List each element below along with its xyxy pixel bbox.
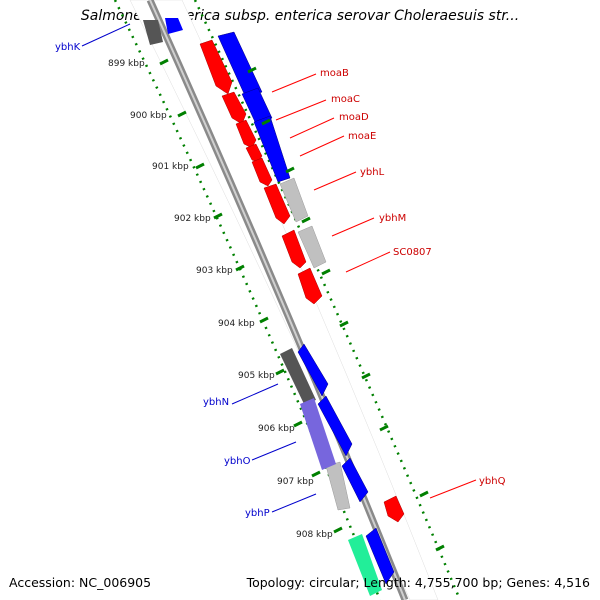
gene-label-ybhn: ybhN xyxy=(203,397,229,408)
accession-label: Accession: xyxy=(9,575,76,590)
reverse-gene-labels: ybhK ybhN ybhO ybhP xyxy=(55,42,270,519)
length-label: Length: xyxy=(363,575,411,590)
tick-labels: 899 kbp 900 kbp 901 kbp 902 kbp 903 kbp … xyxy=(108,59,333,540)
genes-label: Genes: xyxy=(506,575,551,590)
tick-label: 903 kbp xyxy=(196,266,233,276)
tick-label: 905 kbp xyxy=(238,371,275,381)
reverse-cds-track xyxy=(280,343,395,596)
gene-label-moab: moaB xyxy=(320,68,349,79)
outer-tick-guide xyxy=(193,0,462,600)
genome-backbone-highlight xyxy=(149,0,406,600)
tick-label: 902 kbp xyxy=(174,214,211,224)
tick-label: 900 kbp xyxy=(130,111,167,121)
tick-label: 907 kbp xyxy=(277,477,314,487)
topology-value: circular xyxy=(309,575,356,590)
reverse-label-leaders xyxy=(81,23,317,513)
tick-label: 904 kbp xyxy=(218,319,255,329)
gene-label-ybho: ybhO xyxy=(224,456,251,467)
tick-label: 901 kbp xyxy=(152,162,189,172)
gene-label-sc0807: SC0807 xyxy=(393,247,432,258)
tick-label: 906 kbp xyxy=(258,424,295,434)
genes-value: 4,516 xyxy=(554,575,590,590)
blue-cds-track xyxy=(217,31,291,183)
gene-label-moad: moaD xyxy=(339,112,369,123)
top-features xyxy=(143,18,183,45)
tick-dashes xyxy=(159,58,445,552)
forward-gene-labels: moaB moaC moaD moaE ybhL ybhM SC0807 ybh… xyxy=(320,68,506,487)
topology-label: Topology: xyxy=(246,575,306,590)
gene-label-ybhm: ybhM xyxy=(379,213,406,224)
gene-label-moae: moaE xyxy=(348,131,376,142)
gene-label-ybhk: ybhK xyxy=(55,42,81,53)
red-gene-track xyxy=(199,39,405,523)
length-value: 4,755,700 bp xyxy=(414,575,499,590)
gene-label-ybhq: ybhQ xyxy=(479,476,506,487)
gene-label-ybhp: ybhP xyxy=(245,508,270,519)
grey-gene-track xyxy=(279,177,351,511)
gene-label-moac: moaC xyxy=(331,94,360,105)
tick-label: 899 kbp xyxy=(108,59,145,69)
accession-info: Accession: NC_006905 xyxy=(9,575,151,590)
forward-label-leaders xyxy=(271,73,477,499)
tick-label: 908 kbp xyxy=(296,530,333,540)
genome-stats: Topology: circular; Length: 4,755,700 bp… xyxy=(246,575,590,590)
accession-value: NC_006905 xyxy=(79,575,152,590)
gene-label-ybhl: ybhL xyxy=(360,167,385,178)
